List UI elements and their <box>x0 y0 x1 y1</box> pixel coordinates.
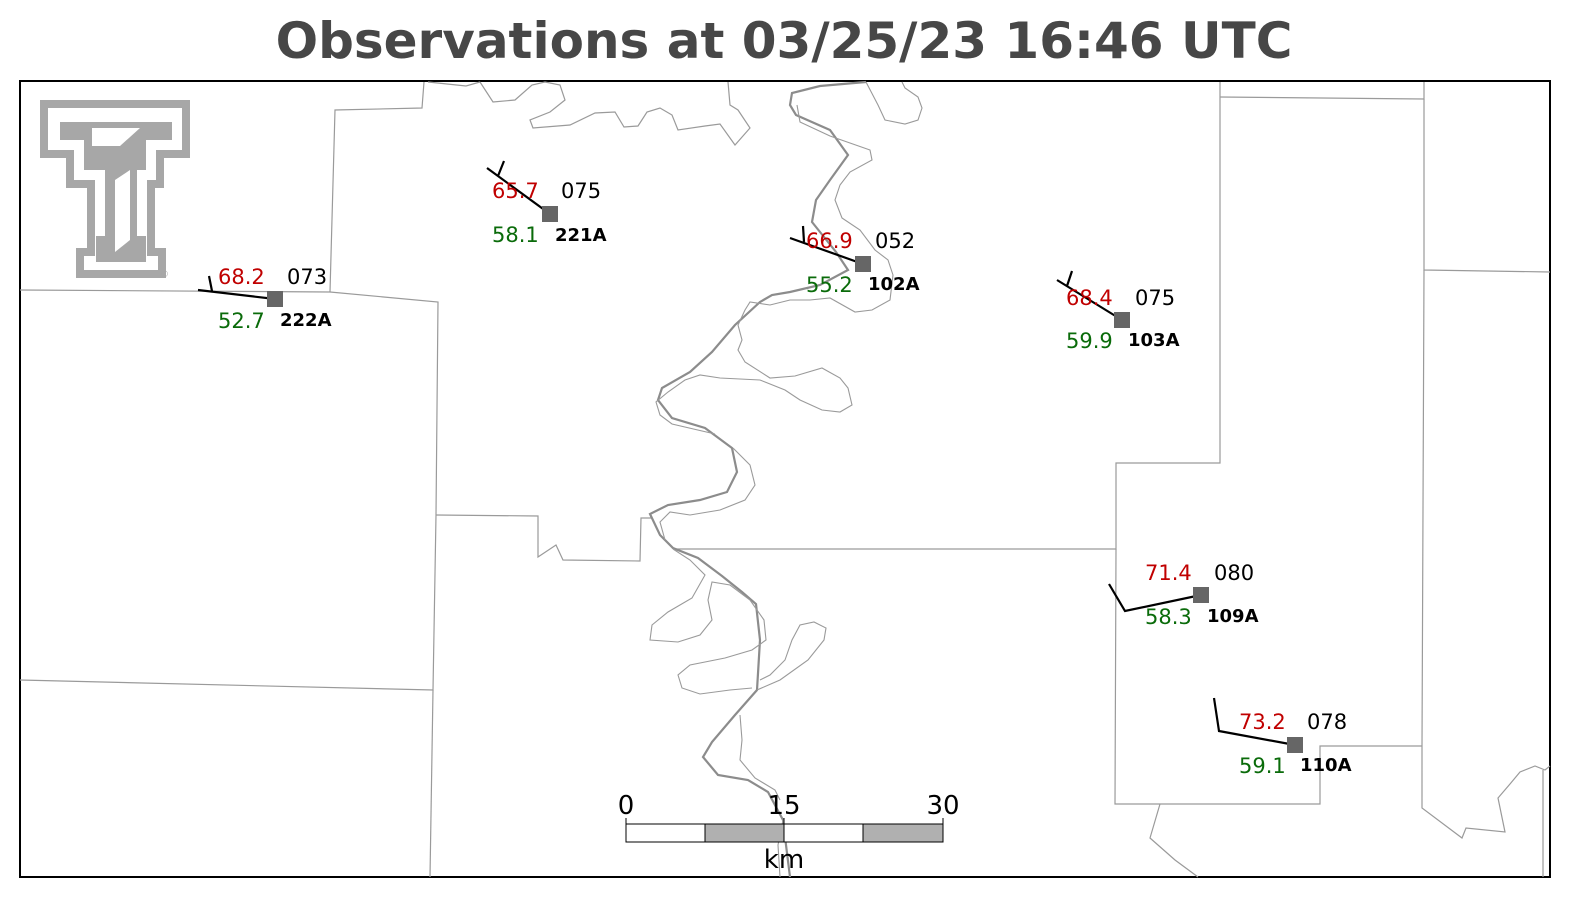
station-102A: 66.9 052 55.2 102A <box>789 225 920 297</box>
scale-segment <box>862 823 944 843</box>
temperature-value: 71.4 <box>1145 561 1192 585</box>
pressure-value: 078 <box>1307 710 1347 734</box>
temperature-value: 66.9 <box>806 229 853 253</box>
scale-bar: 0 15 30 km <box>618 791 960 875</box>
station-marker <box>1114 312 1130 328</box>
dewpoint-value: 58.1 <box>492 223 539 247</box>
temperature-value: 65.7 <box>492 179 539 203</box>
wind-barb <box>789 225 864 266</box>
station-marker <box>542 206 558 222</box>
station-103A: 68.4 075 59.9 103A <box>1056 270 1180 353</box>
scale-tick-label: 15 <box>767 791 800 821</box>
texas-tech-double-t-logo <box>40 100 190 278</box>
station-marker <box>1193 587 1209 603</box>
dewpoint-value: 59.9 <box>1066 329 1113 353</box>
dewpoint-value: 52.7 <box>218 309 265 333</box>
registered-mark: ® <box>160 270 169 280</box>
scale-segment <box>783 823 864 843</box>
wind-barb <box>1108 583 1202 613</box>
station-id: 103A <box>1128 330 1180 351</box>
station-110A: 73.2 078 59.1 110A <box>1212 697 1352 778</box>
station-109A: 71.4 080 58.3 109A <box>1108 561 1259 629</box>
station-marker <box>1287 737 1303 753</box>
scale-tick-label: 0 <box>618 791 635 821</box>
station-id: 110A <box>1300 755 1352 776</box>
dewpoint-value: 58.3 <box>1145 605 1192 629</box>
station-id: 221A <box>555 225 607 246</box>
pressure-value: 075 <box>561 179 601 203</box>
wind-barb <box>1212 697 1296 747</box>
pressure-value: 075 <box>1135 286 1175 310</box>
station-id: 222A <box>280 310 332 331</box>
station-marker <box>267 291 283 307</box>
scale-unit-label: km <box>764 845 804 875</box>
temperature-value: 68.4 <box>1066 286 1113 310</box>
station-marker <box>855 256 871 272</box>
pressure-value: 073 <box>287 265 327 289</box>
scale-segment <box>704 823 785 843</box>
station-id: 102A <box>868 274 920 295</box>
dewpoint-value: 59.1 <box>1239 754 1286 778</box>
temperature-value: 68.2 <box>218 265 265 289</box>
station-id: 109A <box>1207 606 1259 627</box>
pressure-value: 052 <box>875 229 915 253</box>
map-title: Observations at 03/25/23 16:46 UTC <box>276 12 1293 70</box>
texas-tech-logo: ® <box>40 100 190 280</box>
temperature-value: 73.2 <box>1239 710 1286 734</box>
wind-barb <box>486 160 551 215</box>
scale-segment <box>625 823 706 843</box>
dewpoint-value: 55.2 <box>806 273 853 297</box>
scale-tick-label: 30 <box>926 791 959 821</box>
pressure-value: 080 <box>1214 561 1254 585</box>
station-222A: 68.2 073 52.7 222A <box>197 265 332 333</box>
wind-barb <box>1056 270 1123 321</box>
station-221A: 65.7 075 58.1 221A <box>486 160 607 247</box>
wind-barb <box>197 275 276 301</box>
